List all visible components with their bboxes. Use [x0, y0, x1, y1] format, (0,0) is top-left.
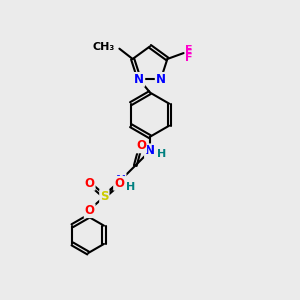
- Text: S: S: [100, 190, 109, 203]
- Text: O: O: [85, 177, 94, 190]
- Text: F: F: [185, 53, 193, 63]
- Text: CH₃: CH₃: [93, 42, 115, 52]
- Text: O: O: [136, 140, 146, 152]
- Text: O: O: [85, 204, 94, 217]
- Text: N: N: [156, 73, 166, 86]
- Text: O: O: [114, 177, 124, 190]
- Text: H: H: [126, 182, 136, 192]
- Text: N: N: [145, 144, 155, 158]
- Text: N: N: [134, 73, 144, 86]
- Text: F: F: [185, 44, 193, 55]
- Text: N: N: [116, 174, 126, 187]
- Text: F: F: [185, 49, 193, 59]
- Text: H: H: [158, 149, 166, 159]
